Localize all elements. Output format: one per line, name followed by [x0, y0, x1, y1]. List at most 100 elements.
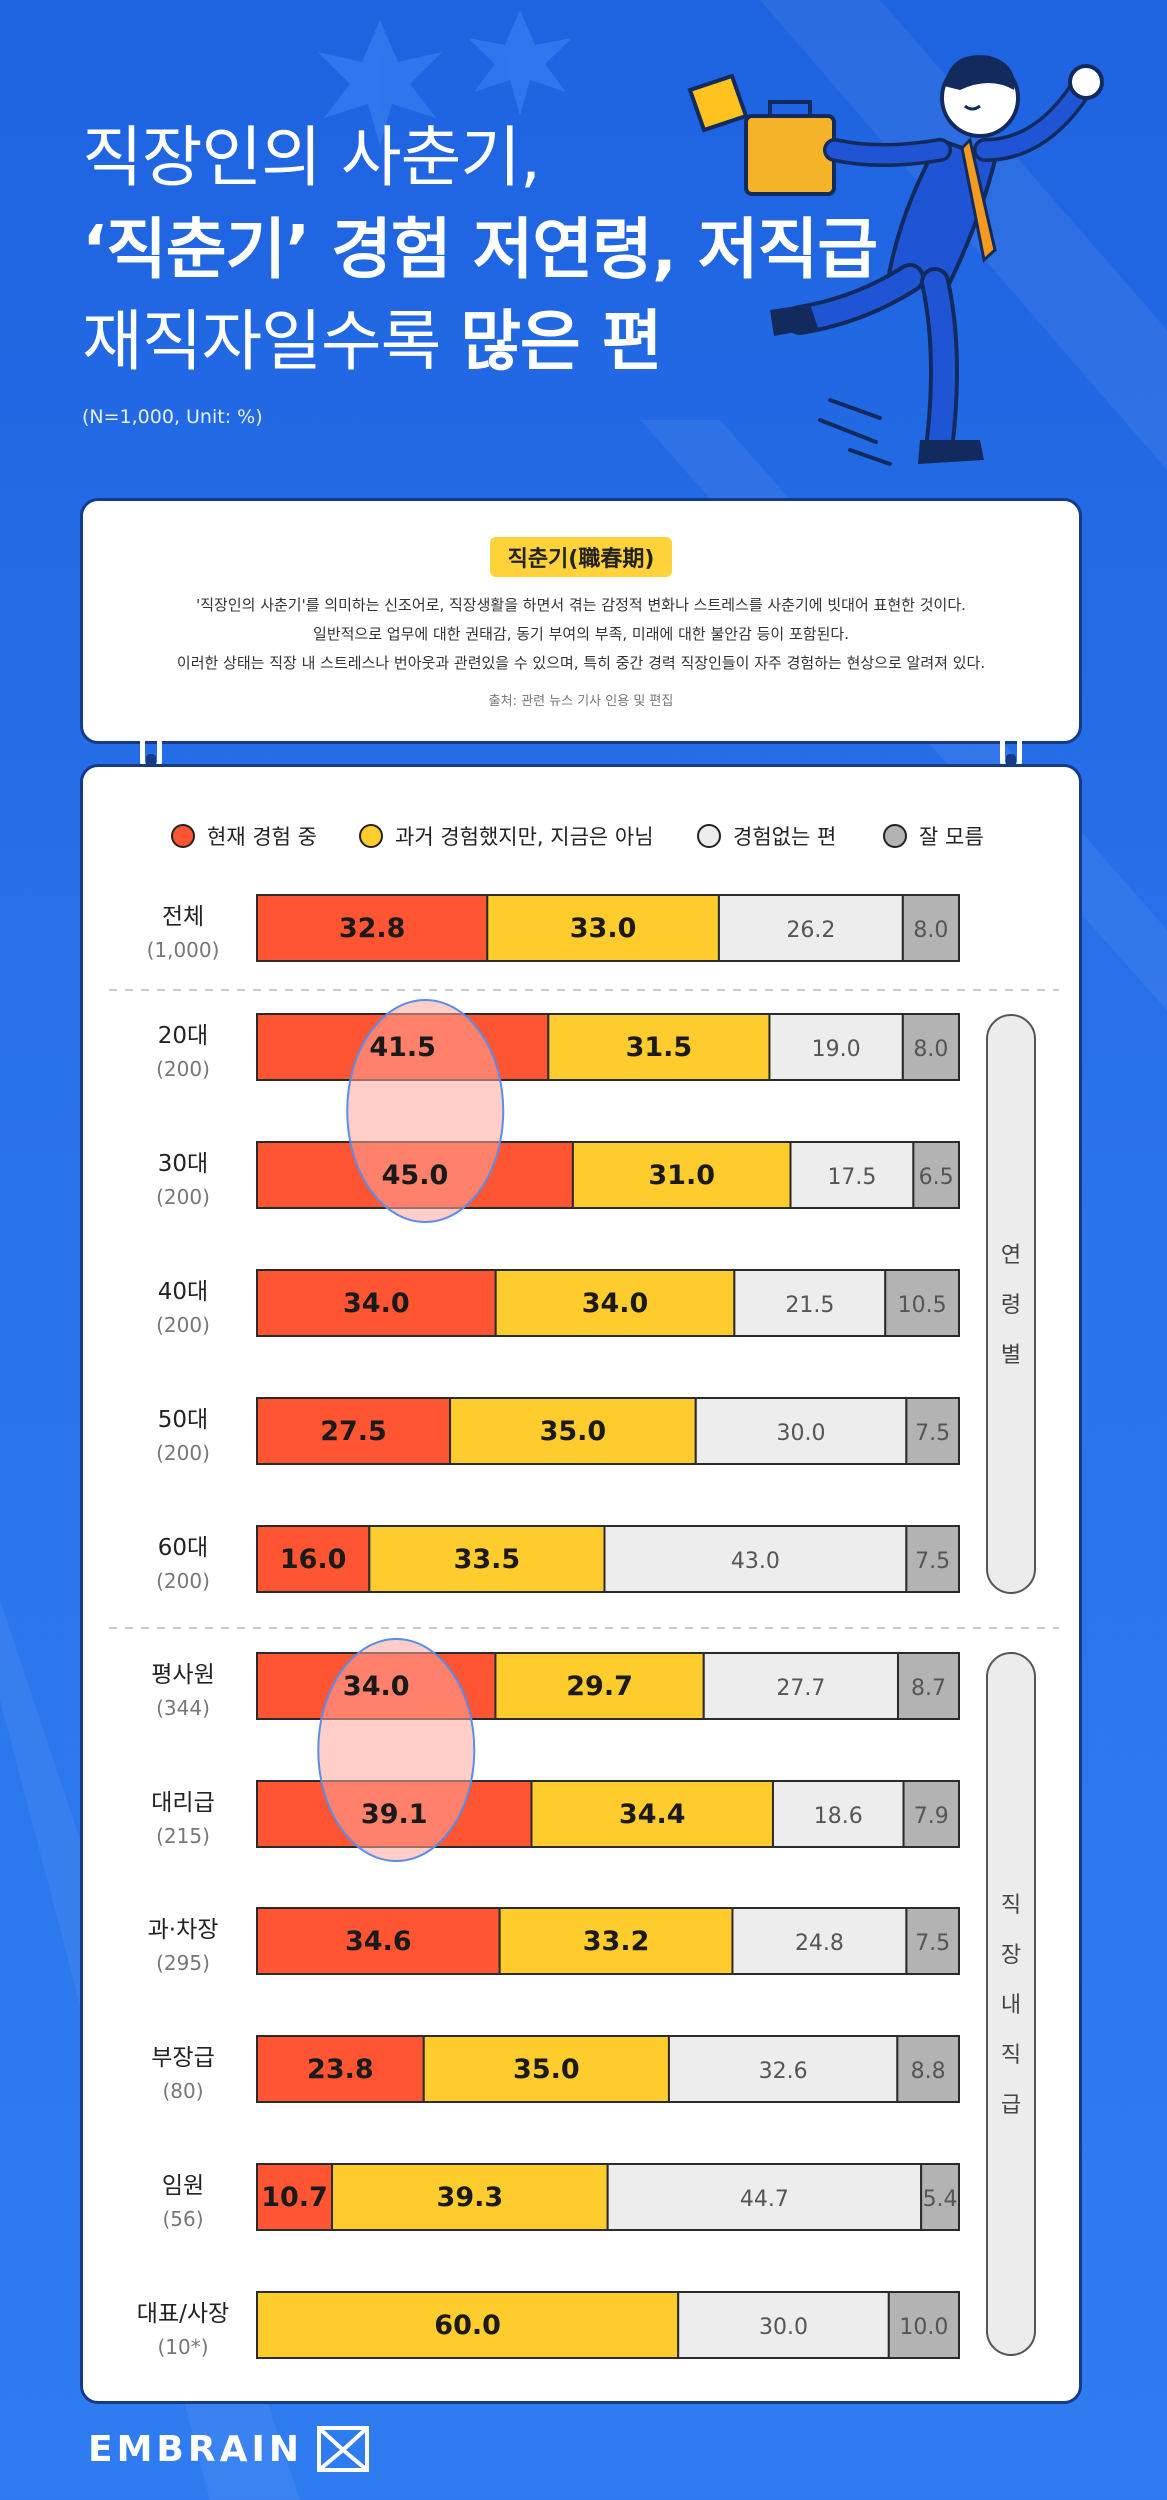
bar-value-label: 7.5 — [915, 1549, 950, 1574]
bar-segment — [530, 1780, 774, 1848]
bar-segment — [256, 2163, 334, 2231]
row-n: (10*) — [157, 2335, 208, 2359]
group-side-label-char: 직 — [1001, 1893, 1021, 1918]
bar-value-label: 60.0 — [434, 2310, 501, 2341]
bar-segment — [901, 894, 961, 962]
bar-value-label: 32.6 — [759, 2059, 808, 2084]
bar-value-label: 34.0 — [343, 1288, 410, 1319]
group-side-label-box — [986, 1652, 1036, 2356]
bar-value-label: 7.5 — [915, 1421, 950, 1446]
bar-value-label: 21.5 — [785, 1293, 834, 1318]
running-businessman-illustration — [687, 55, 1104, 466]
bar-value-label: 33.0 — [570, 913, 637, 944]
bar-value-label: 31.5 — [626, 1032, 693, 1063]
definition-line: 일반적으로 업무에 대한 권태감, 동기 부여의 부족, 미래에 대한 불안감 … — [313, 625, 849, 643]
row-label: 전체 — [162, 904, 204, 930]
bar-value-label: 8.0 — [913, 1037, 948, 1062]
definition-line: '직장인의 사춘기'를 의미하는 신조어로, 직장생활을 하면서 겪는 감정적 … — [196, 596, 966, 614]
legend-swatch — [171, 824, 195, 848]
bar-value-label: 5.4 — [923, 2187, 958, 2212]
group-side-label-char: 연 — [1001, 1243, 1021, 1268]
highlighted-value-label: 41.5 — [369, 1032, 436, 1063]
row-label: 40대 — [158, 1279, 208, 1305]
legend-swatch — [883, 824, 907, 848]
bar-value-label: 7.9 — [914, 1804, 949, 1829]
bar-value-label: 8.7 — [911, 1676, 946, 1701]
definition-card: 직춘기(職春期) '직장인의 사춘기'를 의미하는 신조어로, 직장생활을 하면… — [80, 498, 1082, 744]
row-n: (1,000) — [147, 938, 220, 962]
row-label: 30대 — [158, 1151, 208, 1177]
bar-value-label: 23.8 — [307, 2054, 374, 2085]
row-n: (344) — [156, 1696, 210, 1720]
embrain-logo: EMBRAIN — [88, 2426, 369, 2472]
legend-label: 현재 경험 중 — [207, 825, 317, 849]
briefcase-illustration — [744, 114, 836, 196]
bar-value-label: 16.0 — [280, 1544, 347, 1575]
group-side-label-char: 내 — [1001, 1993, 1021, 2018]
bar-segment — [256, 1907, 501, 1975]
row-n: (56) — [162, 2207, 203, 2231]
title-line-3-light: 재직자일수록 — [82, 303, 461, 380]
legend-swatch — [359, 824, 383, 848]
bar-segment — [901, 1013, 961, 1081]
bar-segment — [920, 2163, 961, 2231]
bar-value-label: 34.4 — [619, 1799, 686, 1830]
title-line-2: ‘직춘기’ 경험 저연령, 저직급 — [82, 211, 878, 288]
bar-value-label: 7.5 — [915, 1931, 950, 1956]
row-label: 20대 — [158, 1023, 208, 1049]
group-side-label-char: 령 — [1001, 1293, 1021, 1318]
highlight-oval — [317, 1638, 476, 1862]
bar-value-label: 44.7 — [740, 2187, 789, 2212]
bar-segment — [368, 1525, 606, 1593]
highlighted-value-label: 39.1 — [361, 1799, 428, 1830]
bar-segment — [905, 1525, 960, 1593]
bar-segment — [422, 2035, 670, 2103]
bar-value-label: 27.7 — [776, 1676, 825, 1701]
bar-segment — [677, 2291, 890, 2359]
definition-line: 이러한 상태는 직장 내 스트레스나 번아웃과 관련있을 수 있으며, 특히 중… — [176, 654, 986, 672]
bar-segment — [789, 1141, 915, 1209]
row-n: (200) — [156, 1569, 210, 1593]
bar-value-label: 35.0 — [540, 1416, 607, 1447]
bar-value-label: 33.5 — [454, 1544, 521, 1575]
bar-segment — [905, 1907, 960, 1975]
paper-illustration — [687, 73, 749, 133]
legend-swatch — [697, 824, 721, 848]
bar-segment — [896, 1652, 960, 1720]
bar-segment — [256, 1397, 452, 1465]
bar-value-label: 29.7 — [566, 1671, 633, 1702]
title-line-3: 재직자일수록 많은 편 — [82, 296, 877, 388]
highlight-oval — [346, 999, 505, 1223]
row-label: 60대 — [158, 1535, 208, 1561]
legend-label: 과거 경험했지만, 지금은 아님 — [395, 825, 654, 849]
group-side-label-char: 장 — [1001, 1943, 1021, 1968]
bar-value-label: 19.0 — [812, 1037, 861, 1062]
bar-segment — [571, 1141, 792, 1209]
bar-value-label: 34.6 — [345, 1926, 412, 1957]
definition-text: '직장인의 사춘기'를 의미하는 신조어로, 직장생활을 하면서 겪는 감정적 … — [83, 591, 1079, 678]
shoe-illustration — [918, 440, 984, 464]
row-n: (80) — [162, 2079, 203, 2103]
bar-segment — [667, 2035, 899, 2103]
bar-segment — [494, 1269, 736, 1337]
bar-segment — [771, 1780, 905, 1848]
highlighted-value-label: 34.0 — [343, 1671, 410, 1702]
bar-segment — [256, 894, 489, 962]
row-label: 임원 — [162, 2173, 204, 2199]
bar-value-label: 10.5 — [898, 1293, 947, 1318]
row-label: 과·차장 — [148, 1917, 219, 1943]
row-n: (215) — [156, 1824, 210, 1848]
bar-segment — [256, 2291, 680, 2359]
unit-note: (N=1,000, Unit: %) — [82, 406, 263, 428]
bar-value-label: 8.8 — [911, 2059, 946, 2084]
group-side-label-char: 급 — [1001, 2093, 1021, 2118]
group-side-label-char: 별 — [1001, 1343, 1021, 1368]
row-label: 대리급 — [151, 1790, 214, 1816]
group-side-label-box — [986, 1014, 1036, 1594]
bar-value-label: 30.0 — [777, 1421, 826, 1446]
bar-value-label: 10.7 — [261, 2182, 328, 2213]
bar-value-label: 32.8 — [339, 913, 406, 944]
bar-segment — [884, 1269, 960, 1337]
bar-segment — [603, 1525, 908, 1593]
